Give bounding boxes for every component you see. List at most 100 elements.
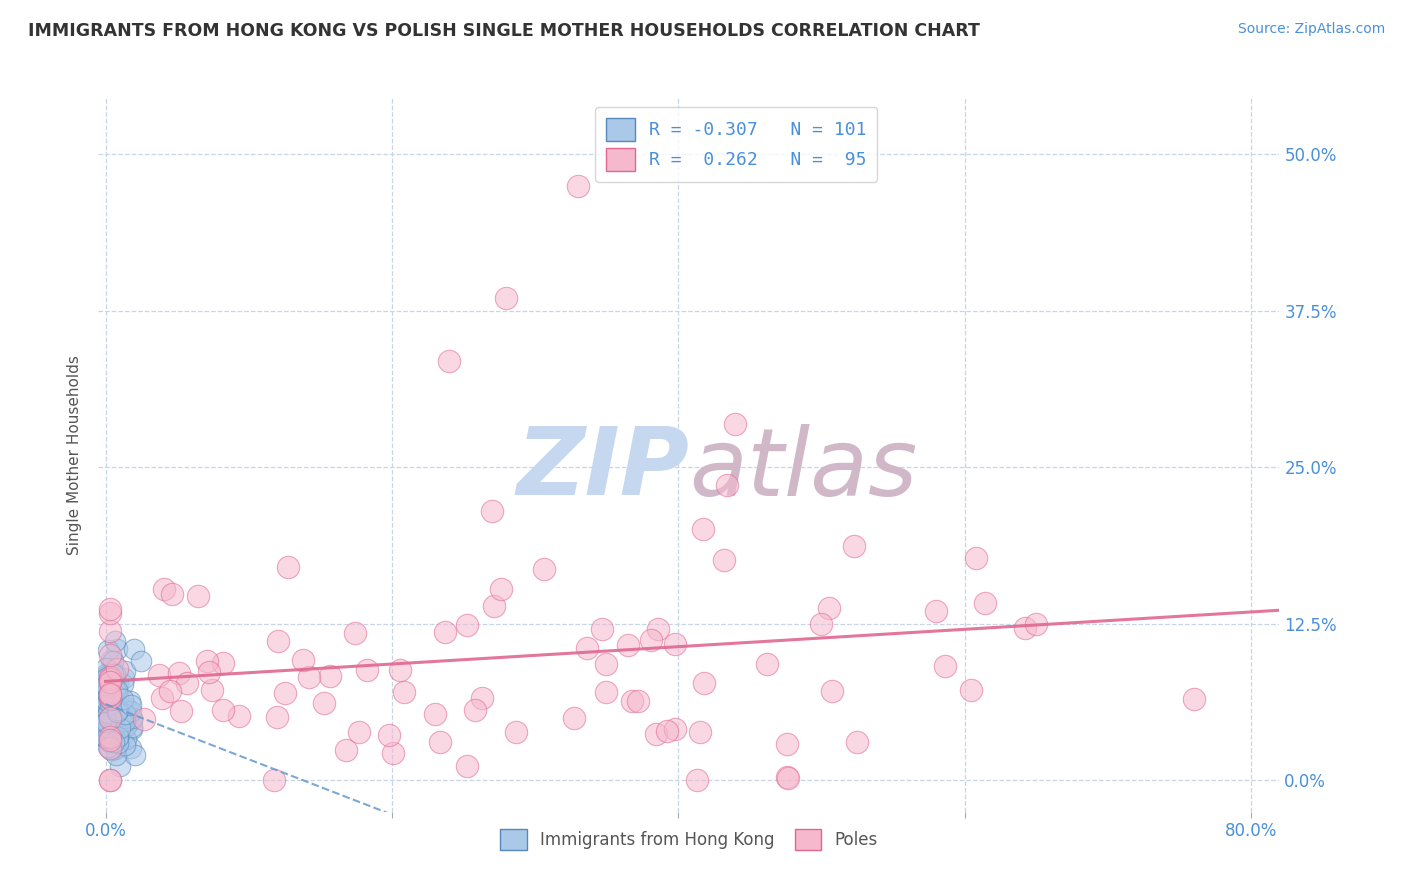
Point xyxy=(104,634,127,648)
Point xyxy=(131,655,153,669)
Point xyxy=(101,667,124,681)
Point xyxy=(107,677,129,691)
Point xyxy=(776,738,799,752)
Point xyxy=(97,735,120,749)
Point xyxy=(456,617,478,632)
Point xyxy=(104,742,127,756)
Point xyxy=(277,560,299,574)
Point xyxy=(267,633,290,648)
Point xyxy=(471,690,494,705)
Point xyxy=(100,653,122,667)
Point xyxy=(114,714,136,729)
Point xyxy=(103,654,125,668)
Point xyxy=(101,673,124,687)
Point xyxy=(595,684,617,698)
Point xyxy=(845,735,868,749)
Point xyxy=(1025,616,1047,631)
Point xyxy=(973,596,995,610)
Point xyxy=(98,719,121,733)
Point xyxy=(533,562,555,576)
Point xyxy=(562,711,585,725)
Point xyxy=(263,773,285,788)
Point xyxy=(201,683,224,698)
Point xyxy=(100,725,122,739)
Point xyxy=(491,582,513,596)
Point xyxy=(97,688,120,702)
Point xyxy=(98,687,121,701)
Point xyxy=(495,292,517,306)
Point xyxy=(621,693,644,707)
Point xyxy=(100,733,122,747)
Point xyxy=(100,698,122,712)
Point xyxy=(105,662,128,676)
Point xyxy=(94,677,117,691)
Point xyxy=(314,696,336,710)
Point xyxy=(388,663,411,677)
Point xyxy=(821,684,844,698)
Point xyxy=(96,713,118,727)
Point xyxy=(107,690,129,705)
Point xyxy=(576,641,599,656)
Legend: Immigrants from Hong Kong, Poles: Immigrants from Hong Kong, Poles xyxy=(494,822,884,857)
Point xyxy=(167,666,190,681)
Point xyxy=(381,747,404,761)
Point xyxy=(96,698,118,712)
Point xyxy=(94,666,117,681)
Point xyxy=(100,693,122,707)
Point xyxy=(464,703,486,717)
Point xyxy=(392,685,415,699)
Point xyxy=(98,606,121,620)
Point xyxy=(960,682,983,697)
Point xyxy=(105,642,128,657)
Point xyxy=(101,698,124,713)
Point xyxy=(97,702,120,716)
Point xyxy=(104,682,127,697)
Text: ZIP: ZIP xyxy=(516,423,689,516)
Point xyxy=(187,590,209,604)
Point xyxy=(482,599,505,613)
Point xyxy=(107,729,129,743)
Point xyxy=(810,616,832,631)
Point xyxy=(101,712,124,726)
Point xyxy=(110,702,132,716)
Point xyxy=(100,695,122,709)
Point xyxy=(115,731,138,746)
Point xyxy=(297,670,319,684)
Point xyxy=(94,731,117,746)
Point xyxy=(481,504,503,518)
Point xyxy=(111,704,134,718)
Point xyxy=(626,694,648,708)
Point xyxy=(121,714,143,728)
Point xyxy=(347,724,370,739)
Point xyxy=(120,705,142,719)
Point xyxy=(716,477,738,491)
Point xyxy=(107,703,129,717)
Point xyxy=(1014,622,1036,636)
Point xyxy=(98,688,121,702)
Point xyxy=(94,709,117,723)
Point xyxy=(433,625,456,640)
Point xyxy=(159,683,181,698)
Point xyxy=(567,178,589,193)
Point xyxy=(756,657,779,672)
Point xyxy=(94,716,117,731)
Point xyxy=(98,773,121,788)
Point xyxy=(657,724,679,739)
Point xyxy=(429,735,451,749)
Point xyxy=(98,648,121,662)
Text: Source: ZipAtlas.com: Source: ZipAtlas.com xyxy=(1237,22,1385,37)
Point xyxy=(94,679,117,693)
Point xyxy=(115,699,138,714)
Point xyxy=(456,758,478,772)
Point xyxy=(107,699,129,714)
Point xyxy=(692,522,714,536)
Point xyxy=(152,582,174,596)
Point xyxy=(107,730,129,744)
Point xyxy=(274,685,297,699)
Point xyxy=(112,671,135,685)
Point xyxy=(98,740,121,755)
Point xyxy=(120,698,142,713)
Point xyxy=(94,714,117,729)
Point xyxy=(94,682,117,697)
Point xyxy=(934,659,956,673)
